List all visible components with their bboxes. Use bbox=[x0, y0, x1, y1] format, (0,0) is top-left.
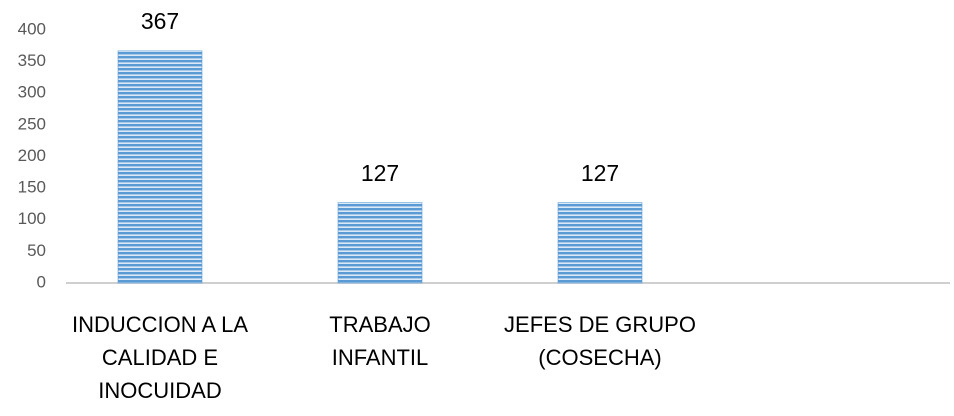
y-tick-label: 50 bbox=[27, 241, 46, 260]
y-tick-label: 200 bbox=[18, 146, 46, 165]
y-tick-label: 400 bbox=[18, 19, 46, 38]
y-tick-label: 100 bbox=[18, 209, 46, 228]
data-label: 127 bbox=[361, 160, 399, 186]
x-tick-label: INDUCCION A LA CALIDAD E INOCUIDAD bbox=[72, 312, 248, 403]
y-tick-label: 350 bbox=[18, 51, 46, 70]
x-tick-label: TRABAJO INFANTIL bbox=[329, 312, 430, 370]
data-label: 127 bbox=[581, 160, 619, 186]
bar bbox=[337, 202, 423, 284]
x-tick-label: JEFES DE GRUPO (COSECHA) bbox=[504, 312, 696, 370]
bar bbox=[557, 202, 643, 284]
y-tick-label: 250 bbox=[18, 114, 46, 133]
y-tick-label: 0 bbox=[37, 272, 46, 291]
y-tick-label: 300 bbox=[18, 83, 46, 102]
y-tick-label: 150 bbox=[18, 178, 46, 197]
bar bbox=[117, 50, 203, 284]
data-label: 367 bbox=[141, 8, 179, 34]
